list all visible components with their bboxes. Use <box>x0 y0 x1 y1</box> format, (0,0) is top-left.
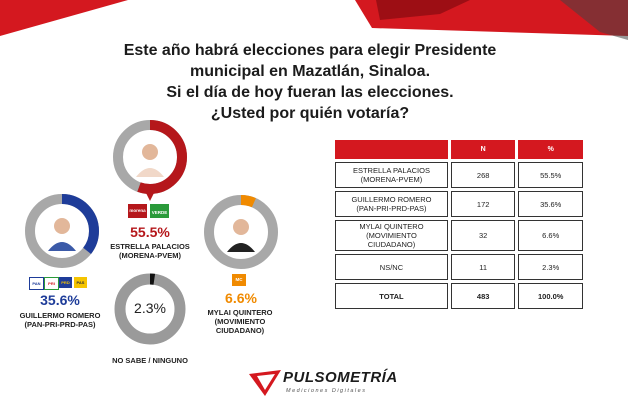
header-candidate <box>335 140 448 159</box>
estrella-pin-marker <box>145 191 155 201</box>
row-n: 172 <box>450 191 516 217</box>
row-label-line: (MOVIMIENTO <box>366 231 417 240</box>
brand-name: PULSOMETRÍA <box>283 369 398 386</box>
row-pct: 35.6% <box>518 191 583 217</box>
row-label: TOTAL <box>335 283 448 309</box>
estrella-name-line-2: (MORENA-PVEM) <box>118 251 182 260</box>
row-label: ESTRELLA PALACIOS (MORENA-PVEM) <box>335 162 448 188</box>
row-label: NS/NC <box>335 254 448 280</box>
row-pct: 6.6% <box>518 220 583 251</box>
mylai-name-line-3: CIUDADANO) <box>215 326 265 335</box>
nosabe-ring-value <box>114 273 186 345</box>
mylai-photo-avatar <box>233 219 249 235</box>
title-line-1: Este año habrá elecciones para elegir Pr… <box>123 42 497 59</box>
row-label-line: CIUDADANO) <box>367 240 416 249</box>
estrella-name: ESTRELLA PALACIOS (MORENA-PVEM) <box>100 242 200 260</box>
mylai-percentage: 6.6% <box>225 290 257 306</box>
mylai-donut <box>204 195 278 269</box>
guillermo-photo-avatar <box>54 218 70 234</box>
brand-tagline: Mediciones Digitales <box>286 388 367 394</box>
row-label-line: (PAN-PRI-PRD-PAS) <box>356 204 427 213</box>
guillermo-percentage: 35.6% <box>40 292 80 308</box>
mylai-name: MYLAI QUINTERO (MOVIMIENTO CIUDADANO) <box>190 308 290 335</box>
guillermo-name-line-1: GUILLERMO ROMERO <box>19 311 101 320</box>
row-n: 11 <box>450 254 516 280</box>
chart-title: Este año habrá elecciones para elegir Pr… <box>70 40 550 124</box>
estrella-donut <box>113 120 187 201</box>
title-line-2: municipal en Mazatlán, Sinaloa. <box>189 63 431 80</box>
results-table: N % ESTRELLA PALACIOS (MORENA-PVEM) 268 … <box>332 137 586 312</box>
guillermo-photo-body <box>48 242 76 251</box>
mylai-photo-body <box>227 243 255 252</box>
table-row: GUILLERMO ROMERO (PAN-PRI-PRD-PAS) 172 3… <box>335 191 583 217</box>
nosabe-name: NO SABE / NINGUNO <box>112 356 188 365</box>
nosabe-donut <box>114 273 186 345</box>
row-n: 268 <box>450 162 516 188</box>
guillermo-donut <box>25 194 99 268</box>
prd-logo: PRD <box>59 277 72 288</box>
title-line-4: ¿Usted por quién votaría? <box>210 105 410 122</box>
table-row: MYLAI QUINTERO (MOVIMIENTO CIUDADANO) 32… <box>335 220 583 251</box>
title-line-3: Si el día de hoy fueran las elecciones. <box>166 84 454 101</box>
estrella-percentage: 55.5% <box>130 224 170 240</box>
table-row: NS/NC 11 2.3% <box>335 254 583 280</box>
nosabe-ring-center <box>126 285 174 333</box>
row-n: 32 <box>450 220 516 251</box>
pri-logo: PRI <box>44 277 59 290</box>
mylai-name-line-1: MYLAI QUINTERO <box>207 308 273 317</box>
pas-logo: PAS <box>74 277 87 288</box>
row-label: MYLAI QUINTERO (MOVIMIENTO CIUDADANO) <box>335 220 448 251</box>
mylai-name-line-2: (MOVIMIENTO <box>214 317 266 326</box>
pan-logo: PAN <box>29 277 44 290</box>
pulsometria-logo-mark <box>249 370 281 396</box>
table-header-row: N % <box>335 140 583 159</box>
morena-logo: morena <box>128 204 147 218</box>
row-label-line: (MORENA-PVEM) <box>360 175 423 184</box>
row-label-line: MYLAI QUINTERO <box>359 222 424 231</box>
table-total-row: TOTAL 483 100.0% <box>335 283 583 309</box>
estrella-photo-avatar <box>142 144 158 160</box>
row-pct: 55.5% <box>518 162 583 188</box>
mylai-ring-value <box>204 195 278 269</box>
guillermo-name: GUILLERMO ROMERO (PAN-PRI-PRD-PAS) <box>10 311 110 329</box>
mc-logo: MC <box>232 274 246 286</box>
guillermo-ring-value <box>25 194 99 268</box>
pvem-logo: VERDE <box>150 204 169 218</box>
row-n: 483 <box>450 283 516 309</box>
row-label-line: ESTRELLA PALACIOS <box>352 166 430 175</box>
estrella-name-line-1: ESTRELLA PALACIOS <box>110 242 190 251</box>
row-pct: 2.3% <box>518 254 583 280</box>
table-row: ESTRELLA PALACIOS (MORENA-PVEM) 268 55.5… <box>335 162 583 188</box>
estrella-ring-value <box>113 120 187 194</box>
row-label: GUILLERMO ROMERO (PAN-PRI-PRD-PAS) <box>335 191 448 217</box>
header-pct: % <box>518 140 583 159</box>
nosabe-percentage: 2.3% <box>134 300 166 316</box>
header-n: N <box>450 140 516 159</box>
estrella-photo-body <box>136 168 164 177</box>
guillermo-name-line-2: (PAN-PRI-PRD-PAS) <box>24 320 96 329</box>
row-pct: 100.0% <box>518 283 583 309</box>
header-banner <box>0 0 628 40</box>
row-label-line: GUILLERMO ROMERO <box>351 195 432 204</box>
guillermo-party-badges: PAN PRI PRD PAS <box>29 277 89 290</box>
estrella-party-badges: morena VERDE <box>128 204 170 218</box>
